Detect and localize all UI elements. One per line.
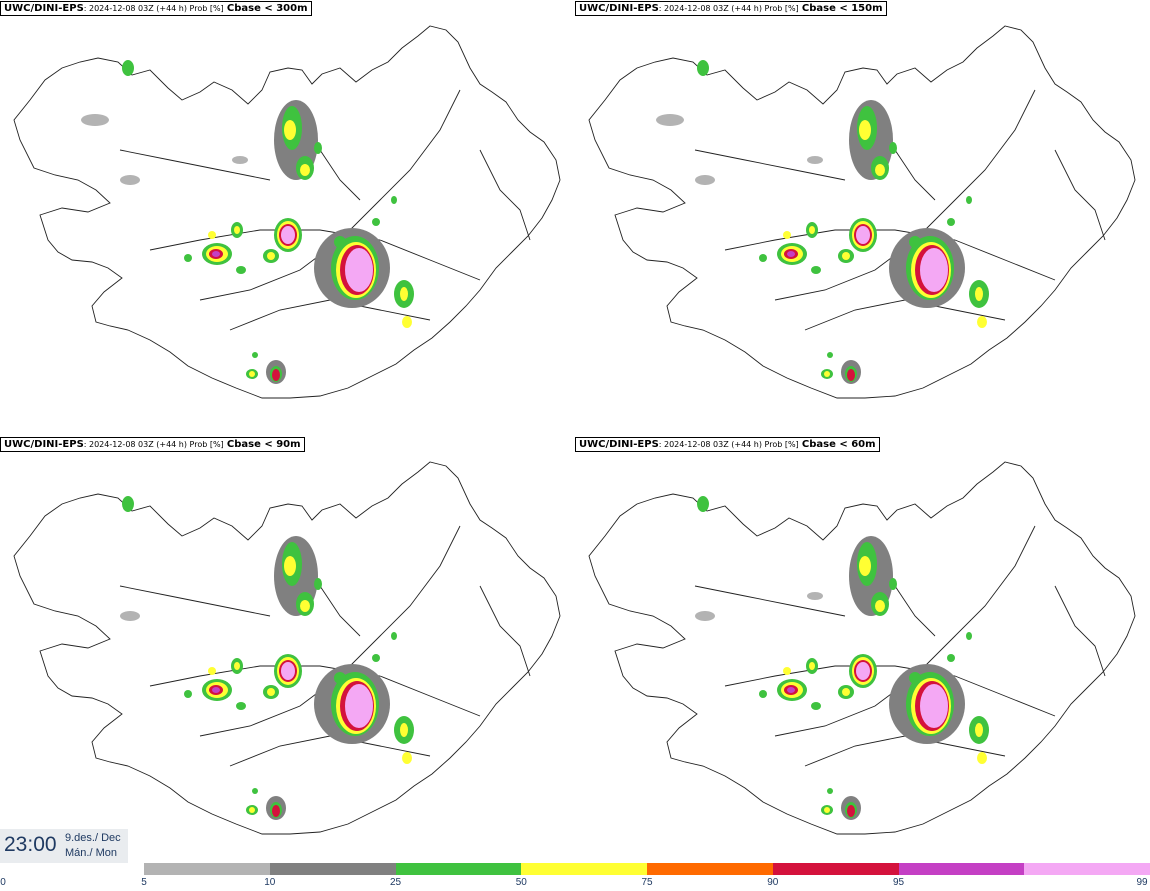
panel-title: UWC/DINI-EPS: 2024-12-08 03Z (+44 h) Pro… [575,1,887,16]
colorbar-tick-label: 95 [892,877,905,888]
colorbar-segment [144,863,270,875]
colorbar-segment [647,863,773,875]
valid-time-box: 23:00 9.des./ Dec Mán./ Mon [0,829,128,863]
inland-line [119,149,271,181]
inland-line [479,585,531,677]
colorbar-tick-label: 90 [767,877,779,888]
map-panel-cbase-150: UWC/DINI-EPS: 2024-12-08 03Z (+44 h) Pro… [575,0,1150,438]
coastline [588,461,1136,835]
inland-line [694,585,846,617]
model-name: UWC/DINI-EPS [579,3,659,14]
inland-line [1054,149,1106,241]
variable-name: Cbase < 300m [226,3,308,14]
variable-name: Cbase < 90m [226,439,301,450]
panel-title: UWC/DINI-EPS: 2024-12-08 03Z (+44 h) Pro… [0,437,305,452]
inland-line [724,665,1056,717]
colorbar-segment [772,863,899,875]
iceland-map [13,461,561,835]
colorbar-tick-label: 75 [641,877,653,888]
inland-line [724,229,1056,281]
map-panel-cbase-300: UWC/DINI-EPS: 2024-12-08 03Z (+44 h) Pro… [0,0,575,438]
model-name: UWC/DINI-EPS [579,439,659,450]
inland-line [1054,585,1106,677]
coastline [13,461,561,835]
run-info: : 2024-12-08 03Z (+44 h) Prob [%] [83,440,224,449]
colorbar-tick-label: 50 [515,877,527,888]
map-panel-cbase-90: UWC/DINI-EPS: 2024-12-08 03Z (+44 h) Pro… [0,436,575,874]
colorbar-segment [1024,863,1150,875]
inland-line [774,89,1036,301]
colorbar-segment [898,863,1025,875]
colorbar-segment [269,863,396,875]
inland-line [774,525,1036,737]
inland-line [149,229,481,281]
inland-line [149,665,481,717]
probability-colorbar [144,863,1150,875]
colorbar-tick-label: 25 [389,877,402,888]
variable-name: Cbase < 150m [801,3,883,14]
variable-name: Cbase < 60m [801,439,876,450]
colorbar-tick-label: 99 [1136,877,1148,888]
run-info: : 2024-12-08 03Z (+44 h) Prob [%] [658,4,799,13]
coastline [13,25,561,399]
colorbar-tick-label: 0 [0,877,6,888]
inland-line [199,525,461,737]
iceland-map [588,25,1136,399]
inland-line [694,149,846,181]
iceland-map [588,461,1136,835]
model-name: UWC/DINI-EPS [4,439,84,450]
inland-line [119,585,271,617]
coastline [588,25,1136,399]
map-panel-cbase-60: UWC/DINI-EPS: 2024-12-08 03Z (+44 h) Pro… [575,436,1150,874]
inland-line [479,149,531,241]
colorbar-tick-label: 5 [141,877,147,888]
iceland-map [13,25,561,399]
run-info: : 2024-12-08 03Z (+44 h) Prob [%] [83,4,224,13]
colorbar-segment [395,863,522,875]
run-info: : 2024-12-08 03Z (+44 h) Prob [%] [658,440,799,449]
colorbar-segment [521,863,647,875]
valid-weekday: Mán./ Mon [65,847,117,859]
inland-line [199,89,461,301]
valid-time: 23:00 [4,833,57,856]
model-name: UWC/DINI-EPS [4,3,84,14]
valid-date: 9.des./ Dec [65,832,121,844]
colorbar-tick-label: 10 [264,877,276,888]
panel-title: UWC/DINI-EPS: 2024-12-08 03Z (+44 h) Pro… [0,1,312,16]
panel-title: UWC/DINI-EPS: 2024-12-08 03Z (+44 h) Pro… [575,437,880,452]
